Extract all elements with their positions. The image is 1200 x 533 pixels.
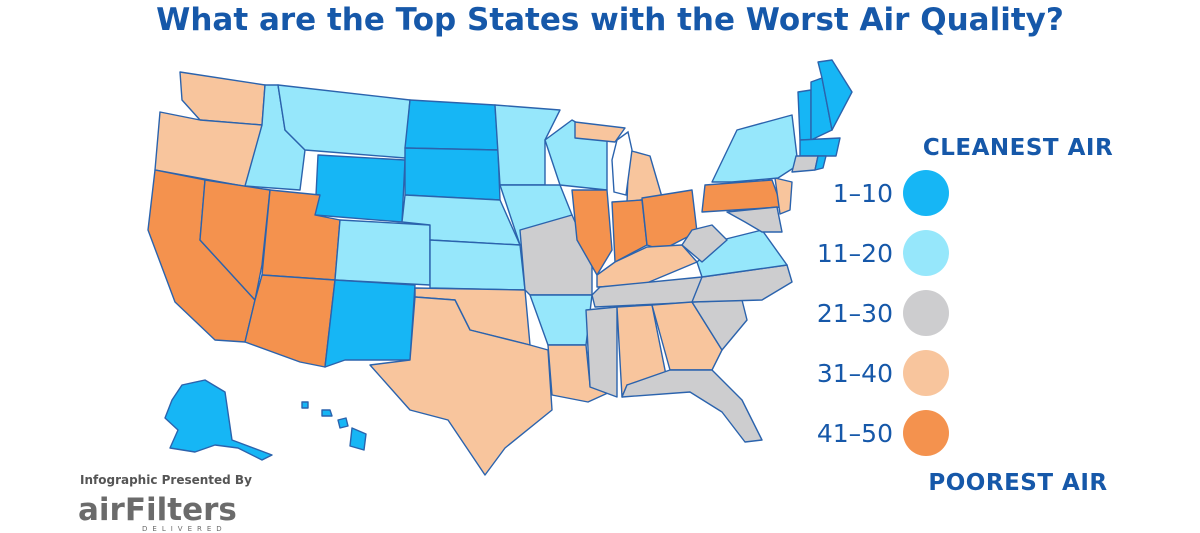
state	[404, 99, 499, 151]
state	[814, 155, 827, 171]
us-map	[147, 59, 853, 476]
legend-swatch	[903, 290, 949, 336]
state	[404, 147, 501, 201]
legend-swatch	[903, 410, 949, 456]
legend-top-label: CLEANEST AIR	[923, 135, 1113, 161]
state	[277, 84, 411, 159]
state	[337, 417, 349, 429]
state	[574, 121, 626, 143]
state	[429, 239, 526, 291]
legend-swatch	[903, 170, 949, 216]
state	[301, 401, 309, 409]
state	[321, 409, 333, 417]
state	[314, 154, 406, 223]
state	[585, 306, 618, 398]
brand-tagline: DELIVERED	[142, 525, 227, 533]
state	[179, 71, 266, 126]
state	[711, 114, 799, 183]
state	[349, 427, 367, 451]
state	[334, 219, 431, 286]
state	[651, 301, 723, 371]
legend: 1–10 11–20 21–30 31–40 41–50	[817, 170, 949, 456]
state	[244, 274, 336, 368]
lake	[611, 130, 633, 196]
state	[799, 137, 841, 157]
state	[726, 206, 783, 233]
legend-label: 31–40	[817, 359, 893, 388]
state	[817, 59, 853, 131]
legend-label: 1–10	[833, 179, 893, 208]
state	[324, 279, 416, 368]
legend-bottom-label: POOREST AIR	[928, 470, 1107, 496]
legend-label: 21–30	[817, 299, 893, 328]
state	[369, 296, 553, 476]
state	[626, 149, 663, 203]
credit-text: Infographic Presented By	[80, 473, 252, 487]
state	[571, 189, 613, 276]
brand: airFilters	[78, 492, 237, 528]
state	[494, 104, 561, 186]
legend-label: 11–20	[817, 239, 893, 268]
state	[621, 369, 763, 443]
state	[164, 379, 273, 461]
state	[641, 189, 698, 251]
legend-swatch	[903, 350, 949, 396]
legend-label: 41–50	[817, 419, 893, 448]
state	[774, 177, 793, 215]
state	[791, 155, 819, 173]
state	[681, 224, 728, 263]
title: What are the Top States with the Worst A…	[156, 2, 1064, 38]
state	[529, 294, 593, 346]
state	[797, 89, 812, 141]
state	[199, 179, 271, 301]
legend-swatch	[903, 230, 949, 276]
